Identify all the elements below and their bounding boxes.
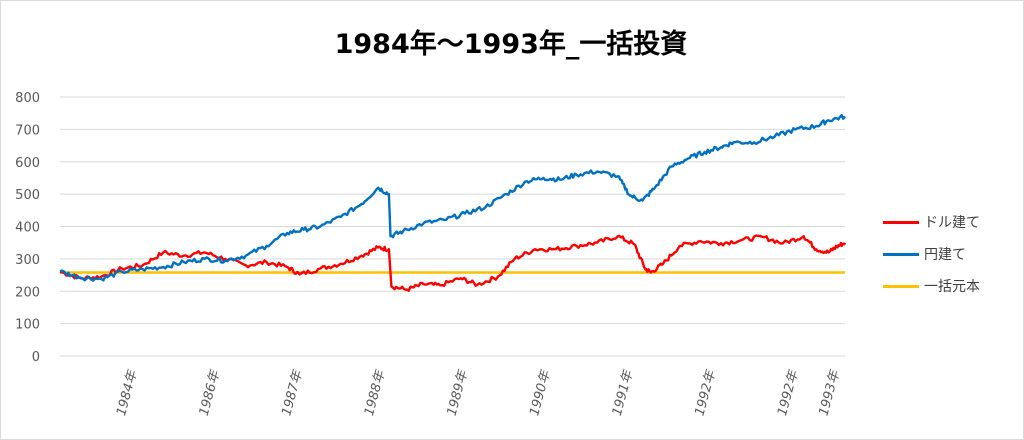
y-tick-label: 100 — [15, 318, 40, 333]
x-tick-label: 1984年 — [114, 367, 141, 417]
chart-legend: ドル建て円建て一括元本 — [883, 206, 1018, 302]
series-line-0 — [59, 234, 847, 292]
y-tick-label: 700 — [15, 123, 40, 138]
x-tick-label: 1988年 — [362, 367, 389, 417]
y-tick-label: 500 — [15, 188, 40, 203]
y-tick-label: 200 — [15, 285, 40, 300]
x-tick-label: 1990年 — [527, 367, 554, 417]
legend-swatch — [883, 284, 919, 288]
legend-label: 円建て — [924, 247, 966, 263]
legend-item: ドル建て — [883, 206, 1018, 238]
legend-item: 円建て — [883, 238, 1018, 270]
x-tick-label: 1987年 — [279, 367, 306, 417]
x-tick-label: 1986年 — [197, 367, 224, 417]
x-tick-label: 1992年 — [692, 367, 719, 417]
legend-swatch — [883, 220, 919, 224]
legend-swatch — [883, 252, 919, 256]
y-tick-label: 400 — [15, 221, 40, 236]
y-tick-label: 300 — [15, 253, 40, 268]
series-line-1 — [59, 114, 846, 282]
x-tick-label: 1989年 — [445, 367, 472, 417]
y-tick-label: 0 — [32, 350, 40, 365]
legend-label: 一括元本 — [924, 279, 980, 295]
x-tick-label: 1991年 — [610, 367, 637, 417]
chart-title: 1984年～1993年_一括投資 — [334, 29, 688, 60]
x-tick-label: 1992年 — [775, 367, 802, 417]
x-tick-label: 1993年 — [816, 367, 843, 417]
legend-item: 一括元本 — [883, 270, 1018, 302]
y-tick-label: 600 — [15, 156, 40, 171]
legend-label: ドル建て — [924, 215, 980, 231]
y-tick-label: 800 — [15, 91, 40, 106]
